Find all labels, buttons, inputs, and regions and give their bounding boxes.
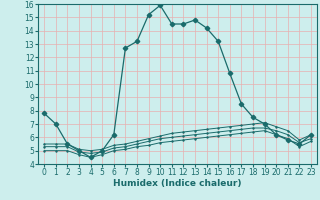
X-axis label: Humidex (Indice chaleur): Humidex (Indice chaleur) bbox=[113, 179, 242, 188]
